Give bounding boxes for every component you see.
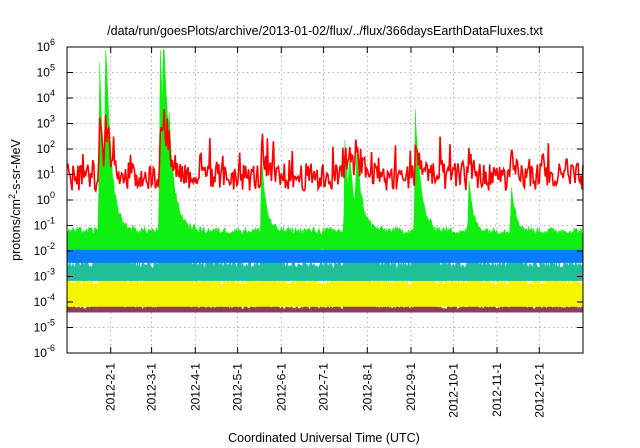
y-tick-label-exponent: -5 <box>47 318 55 328</box>
x-axis: 2012-2-1 2012-3-1 2012-4-1 2012-5-1 2012-6-1… <box>104 47 546 418</box>
y-tick-label-exponent: -6 <box>47 343 55 353</box>
y-tick-label-base: 10 <box>34 295 48 309</box>
y-tick-label: 106 <box>37 37 55 54</box>
x-tick-label: 2012-8-1 <box>360 363 374 411</box>
y-tick-label-base: 10 <box>37 193 51 207</box>
y-tick-label-exponent: -2 <box>47 241 55 251</box>
x-tick-label: 2012-10-1 <box>446 363 460 418</box>
y-tick-label: 10-4 <box>34 292 55 309</box>
y-tick-label: 10-3 <box>34 267 55 284</box>
x-tick-label: 2012-9-1 <box>404 363 418 411</box>
x-tick-label: 2012-12-1 <box>532 363 546 418</box>
x-axis-label: Coordinated Universal Time (UTC) <box>228 431 420 445</box>
y-tick-label-base: 10 <box>34 270 48 284</box>
y-axis-label: protons/cm2-s-sr-MeV <box>7 138 23 260</box>
y-tick-label: 103 <box>37 114 55 131</box>
y-tick-label-base: 10 <box>37 91 51 105</box>
y-tick-label: 10-6 <box>34 343 55 360</box>
y-tick-label-exponent: -1 <box>47 216 55 226</box>
y-tick-label: 10-5 <box>34 318 55 335</box>
y-tick-label-base: 10 <box>37 142 51 156</box>
x-tick-label: 2012-3-1 <box>145 363 159 411</box>
y-tick-label-base: 10 <box>37 40 51 54</box>
y-tick-label-exponent: 0 <box>50 190 55 200</box>
x-tick-label: 2012-11-1 <box>490 363 504 417</box>
y-tick-label: 101 <box>37 165 55 182</box>
y-tick-label: 10-2 <box>34 241 55 258</box>
y-tick-label: 105 <box>37 63 55 80</box>
y-tick-label: 10-1 <box>34 216 55 233</box>
x-tick-label: 2012-2-1 <box>104 363 118 411</box>
y-tick-label-base: 10 <box>37 66 51 80</box>
y-tick-label-exponent: 3 <box>50 114 55 124</box>
y-tick-label-exponent: 4 <box>50 88 55 98</box>
y-axis-label-rest: -s-sr-MeV <box>9 138 23 194</box>
y-tick-label-exponent: 2 <box>50 139 55 149</box>
y-axis: 10-610-510-410-310-210-11001011021031041… <box>34 37 583 360</box>
y-tick-label: 104 <box>37 88 55 105</box>
series-6 <box>66 108 584 194</box>
y-tick-label: 102 <box>37 139 55 156</box>
y-tick-label-exponent: -3 <box>47 267 55 277</box>
series-layer <box>66 49 584 313</box>
y-tick-label-base: 10 <box>34 346 48 360</box>
y-tick-label-base: 10 <box>37 168 51 182</box>
y-tick-label-base: 10 <box>37 117 51 131</box>
x-tick-label: 2012-7-1 <box>317 363 331 411</box>
y-tick-label-exponent: 5 <box>50 63 55 73</box>
y-tick-label-base: 10 <box>34 244 48 258</box>
y-tick-label-base: 10 <box>34 219 48 233</box>
chart-title: /data/run/goesPlots/archive/2013-01-02/f… <box>107 24 543 38</box>
y-tick-label: 100 <box>37 190 55 207</box>
y-tick-label-exponent: 6 <box>50 37 55 47</box>
y-tick-label-exponent: -4 <box>47 292 55 302</box>
y-axis-label-superscript: 2 <box>7 194 17 199</box>
x-tick-label: 2012-6-1 <box>274 363 288 411</box>
y-tick-label-exponent: 1 <box>50 165 55 175</box>
x-tick-label: 2012-4-1 <box>188 363 202 411</box>
x-tick-label: 2012-5-1 <box>231 363 245 411</box>
y-axis-label-main: protons/cm <box>9 199 23 261</box>
y-tick-label-base: 10 <box>34 321 48 335</box>
plot-area: 10-610-510-410-310-210-11001011021031041… <box>34 37 584 418</box>
